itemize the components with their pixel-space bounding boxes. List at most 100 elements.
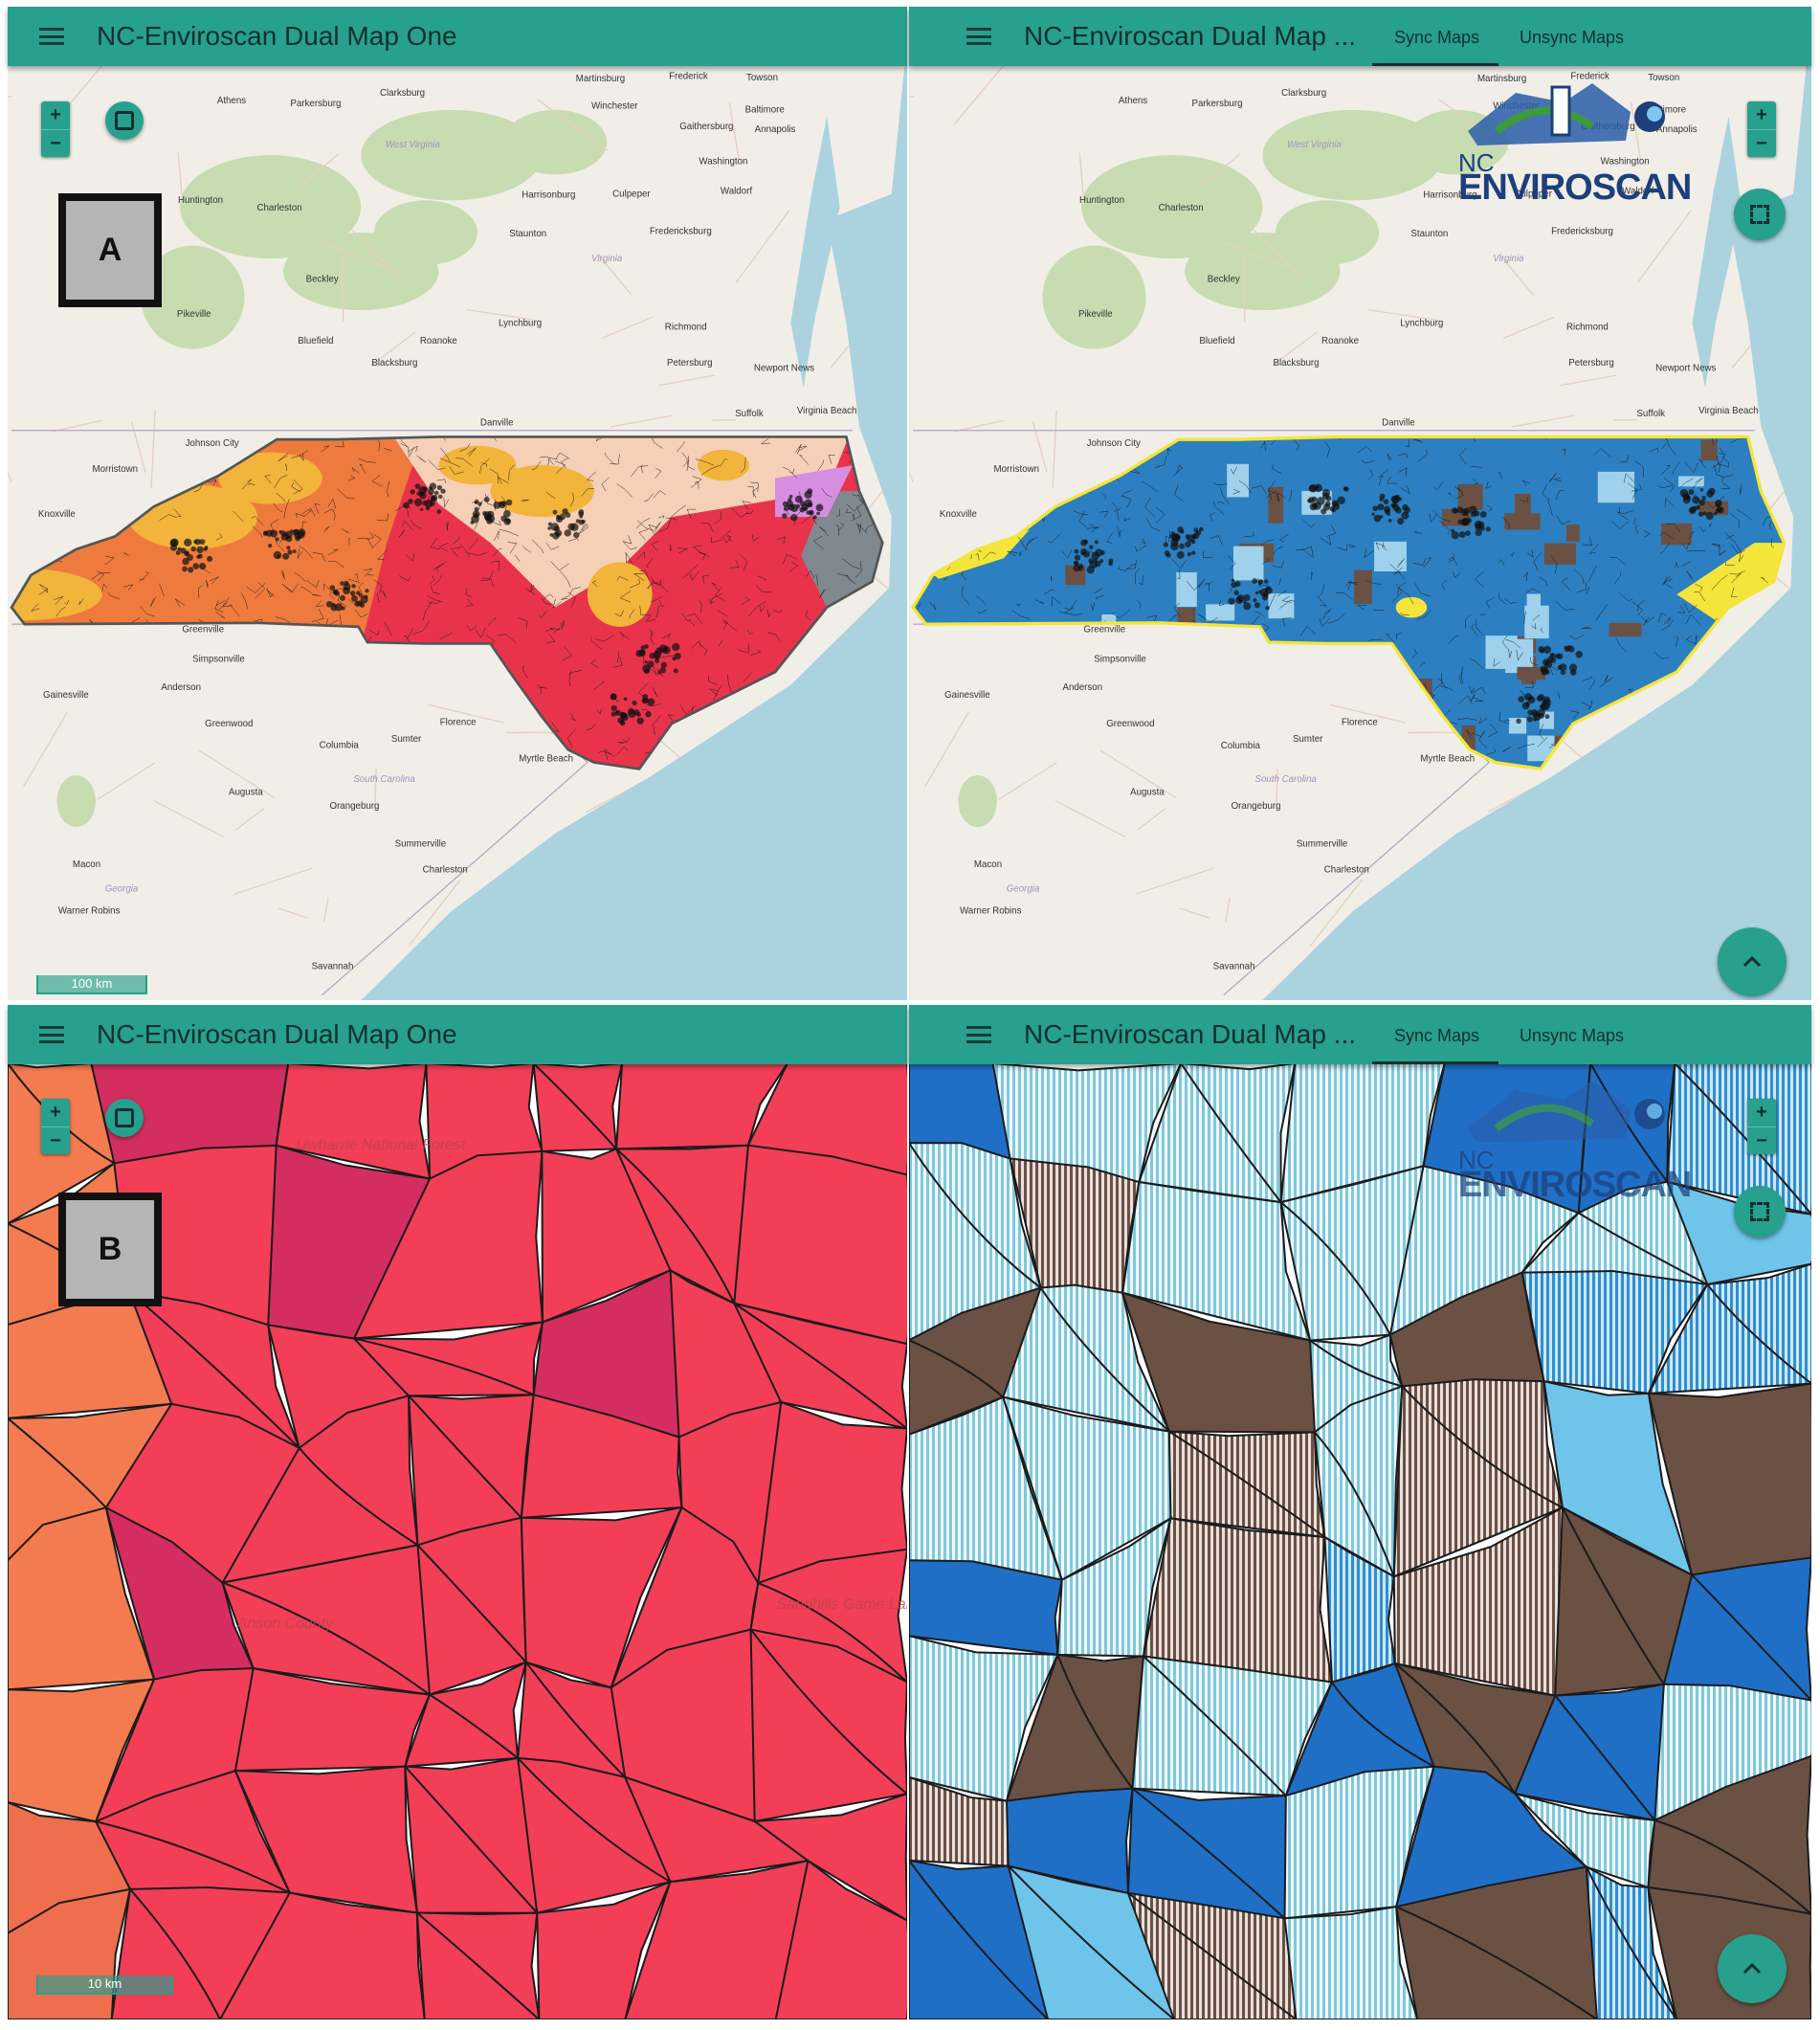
- zoom-in[interactable]: +: [50, 1102, 61, 1123]
- road: [153, 800, 224, 837]
- draw-button[interactable]: [105, 1099, 144, 1137]
- fullscreen-button[interactable]: [1734, 1186, 1786, 1238]
- boundary: [174, 598, 186, 608]
- boundary: [1555, 490, 1565, 501]
- menu-button[interactable]: [39, 1026, 64, 1043]
- boundary: [1633, 518, 1636, 525]
- boundary: [1302, 546, 1314, 557]
- boundary: [215, 611, 226, 619]
- urban-boundaries: [547, 522, 552, 526]
- tab[interactable]: Sync Maps: [1394, 1026, 1480, 1045]
- logo-text: NC: [1458, 148, 1495, 177]
- boundary: [1634, 460, 1645, 478]
- tab[interactable]: Sync Maps: [1394, 28, 1480, 47]
- urban-boundaries: [1544, 714, 1550, 720]
- boundary: [1659, 531, 1674, 540]
- boundary: [1278, 578, 1281, 586]
- forest: [141, 245, 245, 349]
- menu-button[interactable]: [966, 28, 991, 45]
- boundary: [198, 585, 204, 598]
- urban-boundaries: [1546, 670, 1550, 675]
- boundary: [241, 479, 253, 490]
- map-panel[interactable]: NC ENVIROSCAN + −: [909, 1063, 1811, 2019]
- map-panel[interactable]: Athens Parkersburg Clarksburg Martinsburg Fr…: [909, 66, 1811, 1000]
- boundary: [691, 476, 702, 488]
- urban-boundaries: [356, 600, 363, 607]
- zoom-in[interactable]: +: [1756, 1102, 1767, 1123]
- road: [601, 316, 654, 340]
- boundary: [427, 595, 443, 603]
- boundary: [604, 452, 615, 466]
- scroll-top-button[interactable]: [1718, 1934, 1787, 2003]
- boundary: [291, 482, 301, 493]
- boundary: [299, 453, 304, 461]
- zoom-out[interactable]: −: [1747, 129, 1776, 158]
- boundary: [337, 593, 347, 608]
- urban-boundaries: [413, 498, 423, 507]
- boundary: [366, 574, 374, 576]
- boundary: [1344, 580, 1352, 591]
- boundary: [240, 592, 249, 610]
- boundary: [1272, 464, 1282, 474]
- boundary: [835, 524, 839, 536]
- menu-button[interactable]: [966, 1026, 991, 1043]
- boundary: [614, 610, 624, 617]
- menu-button[interactable]: [39, 28, 64, 45]
- road: [1272, 331, 1318, 367]
- zoom-in[interactable]: +: [50, 104, 61, 125]
- boundary: [1562, 577, 1571, 591]
- road: [1052, 410, 1057, 488]
- boundary: [729, 559, 740, 569]
- zoom-out[interactable]: −: [41, 1127, 70, 1155]
- boundary: [1729, 570, 1745, 575]
- boundary: [1466, 728, 1473, 740]
- boundary: [1661, 442, 1667, 450]
- boundary: [1154, 456, 1166, 468]
- boundary: [568, 670, 571, 687]
- toolbar: NC-Enviroscan Dual Map ... Sync Maps Uns…: [909, 1005, 1811, 1064]
- boundary: [700, 523, 715, 533]
- district: [416, 1516, 527, 1696]
- boundary: [1454, 485, 1464, 500]
- urban-boundaries: [431, 495, 437, 502]
- boundary: [1665, 524, 1680, 533]
- map: Athens Parkersburg Clarksburg Martinsburg Fr…: [8, 66, 907, 1000]
- tab[interactable]: Unsync Maps: [1520, 28, 1625, 47]
- boundary: [653, 490, 666, 499]
- fullscreen-button[interactable]: [1734, 189, 1786, 240]
- urban-boundaries: [1265, 606, 1270, 611]
- boundary: [1631, 484, 1642, 492]
- scroll-top-button[interactable]: [1718, 927, 1787, 996]
- boundary: [1174, 484, 1184, 502]
- map-panel[interactable]: Uwharrie National Forest Anson County Sand…: [8, 1063, 907, 2019]
- boundary: [1469, 686, 1475, 695]
- boundary: [1112, 502, 1119, 512]
- boundary: [722, 621, 737, 632]
- boundary: [1640, 615, 1654, 623]
- boundary: [566, 728, 577, 747]
- boundary: [327, 498, 337, 509]
- urban-boundaries: [1543, 696, 1551, 704]
- urban-boundaries: [1695, 504, 1700, 510]
- map-panel[interactable]: Athens Parkersburg Clarksburg Martinsburg Fr…: [8, 66, 907, 1000]
- tab[interactable]: Unsync Maps: [1520, 1026, 1625, 1045]
- boundary: [1485, 747, 1496, 755]
- zoom-out[interactable]: −: [41, 129, 70, 158]
- boundary: [522, 664, 528, 680]
- draw-button[interactable]: [105, 101, 144, 140]
- urban-boundaries: [1252, 578, 1258, 584]
- boundary: [1056, 1654, 1134, 1790]
- boundary: [555, 452, 570, 459]
- boundary: [604, 748, 615, 760]
- boundary: [1039, 1286, 1170, 1433]
- boundary: [1539, 724, 1544, 740]
- zoom-in[interactable]: +: [1756, 104, 1767, 125]
- boundary: [489, 468, 499, 484]
- boundary: [351, 467, 360, 474]
- boundary: [1272, 546, 1283, 555]
- urban-boundaries: [1397, 518, 1405, 525]
- urban-boundaries: [1195, 530, 1202, 536]
- zoom-out[interactable]: −: [1747, 1127, 1776, 1155]
- urban-boundaries: [1095, 548, 1103, 557]
- boundary: [653, 714, 661, 735]
